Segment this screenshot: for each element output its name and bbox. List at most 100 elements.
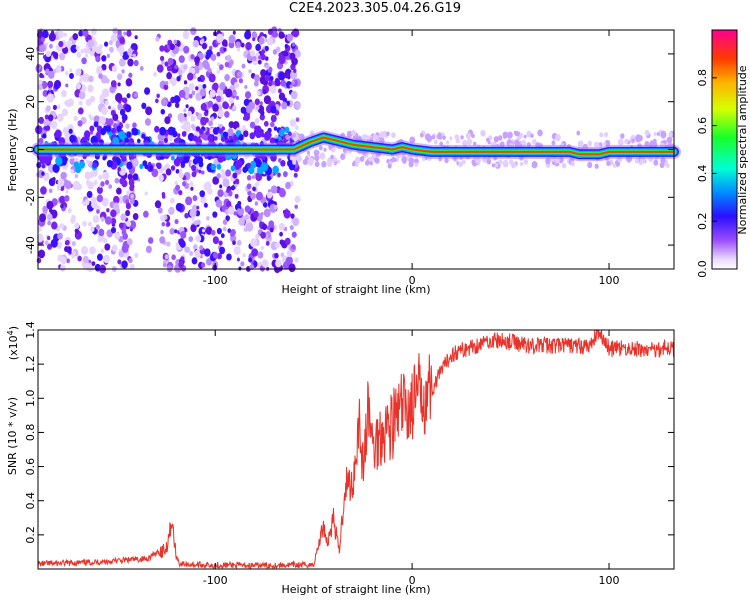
spectrogram-cell <box>234 178 240 184</box>
spectrogram-cell <box>503 161 509 168</box>
spectrogram-cell <box>101 55 107 62</box>
spectrogram-cell <box>82 255 89 264</box>
spectrogram-cell <box>71 214 76 221</box>
spectrogram-cell <box>291 244 296 250</box>
spectrogram-cell <box>102 155 107 161</box>
spectrogram-cell <box>266 225 271 231</box>
spectrogram-cell <box>47 220 52 226</box>
spectrogram-cell <box>419 132 424 138</box>
spectrogram-cell <box>52 51 59 59</box>
spectrogram-cell <box>261 223 268 231</box>
spectrogram-cell <box>216 173 221 179</box>
spectrogram-cell <box>111 244 118 252</box>
spectrogram-cell <box>219 64 224 70</box>
spectrogram-cell <box>222 131 229 139</box>
spectrogram-cell <box>177 69 183 76</box>
spectrogram-cell <box>121 244 129 253</box>
spectrogram-cell <box>216 163 222 170</box>
spectrogram-cell <box>185 104 189 109</box>
spectrogram-cell <box>148 165 153 171</box>
spectrogram-cell <box>293 68 297 74</box>
spectrogram-cell <box>269 75 274 81</box>
spectrogram-cell <box>192 125 197 131</box>
spectrogram-cell <box>166 241 171 247</box>
spectrogram-cell <box>110 227 117 234</box>
spectrogram-cell <box>165 81 169 86</box>
spectrogram-cell <box>285 134 290 141</box>
spectrogram-cell <box>117 166 122 172</box>
spectrogram-cell <box>223 47 227 52</box>
spectrogram-cell <box>286 250 293 258</box>
spectrogram-cell <box>294 204 298 209</box>
spectrogram-cell <box>183 123 191 133</box>
spectrogram-x-label: Height of straight line (km) <box>281 283 430 296</box>
spectrogram-cell <box>255 172 263 182</box>
spectrogram-cell <box>523 134 527 139</box>
spectrogram-cell <box>191 216 195 221</box>
spectrogram-cell <box>173 39 178 45</box>
spectrogram-cell <box>129 185 135 192</box>
y-tick-label: -40 <box>24 236 37 254</box>
spectrogram-cell <box>259 113 265 121</box>
spectrogram-cell <box>258 37 265 45</box>
spectrogram-cell <box>660 130 667 138</box>
spectrogram-cell <box>216 69 220 74</box>
spectrogram-cell <box>82 220 87 227</box>
colorbar-tick-label: 0.6 <box>696 117 709 135</box>
colorbar-tick-label: 0.8 <box>696 69 709 87</box>
spectrogram-cell <box>155 162 160 168</box>
spectrogram-cell <box>260 212 264 216</box>
spectrogram-cell <box>246 183 252 190</box>
spectrogram-cell <box>181 130 187 137</box>
x-tick-label: -100 <box>203 574 228 587</box>
spectrogram-cell <box>159 236 166 244</box>
spectrogram-cell <box>155 36 160 42</box>
spectrogram-cell <box>462 139 468 147</box>
spectrogram-cell <box>134 252 139 258</box>
spectrogram-cell <box>502 134 507 140</box>
spectrogram-cell <box>326 160 333 167</box>
spectrogram-cell <box>288 263 296 273</box>
spectrogram-cell <box>268 220 275 228</box>
spectrogram-cell <box>232 172 238 179</box>
y-tick-label: 1.4 <box>24 321 37 339</box>
spectrogram-cell <box>179 168 183 173</box>
spectrogram-cell <box>47 80 54 89</box>
spectrogram-cell <box>226 253 232 261</box>
spectrogram-cell <box>372 153 377 159</box>
spectrogram-cell <box>103 254 111 264</box>
spectrogram-cell <box>433 139 438 145</box>
spectrogram-cell <box>144 87 151 95</box>
spectrogram-cell <box>90 226 95 233</box>
spectrogram-cell <box>192 195 198 202</box>
spectrogram-cell <box>215 199 223 208</box>
snr-ticks: -100 0 100 0.2 0.4 0.6 0.8 1.0 1.2 1.4 <box>24 321 674 587</box>
spectrogram-cell <box>101 63 107 71</box>
spectrogram-cell <box>37 79 43 86</box>
spectrogram-cell <box>291 42 296 47</box>
spectrogram-cell <box>164 61 169 67</box>
spectrogram-cell <box>119 37 125 45</box>
spectrogram-cell <box>77 107 84 115</box>
spectrogram-cell <box>125 202 132 210</box>
spectrogram-cell <box>205 54 210 60</box>
spectrogram-cell <box>108 184 113 189</box>
spectrogram-cell <box>171 254 176 261</box>
spectrogram-cell <box>46 200 54 210</box>
spectrogram-cell <box>42 205 48 213</box>
spectrogram-cell <box>224 74 230 82</box>
spectrogram-cell <box>280 159 286 167</box>
spectrogram-cell <box>108 105 112 110</box>
spectrogram-cell <box>190 224 197 233</box>
spectrogram-cell <box>171 127 176 133</box>
spectrogram-cell <box>252 37 256 42</box>
spectrogram-cell <box>164 254 169 260</box>
x-tick-label: -100 <box>203 274 228 287</box>
spectrogram-cell <box>273 126 278 131</box>
spectrogram-cell <box>190 54 195 60</box>
spectrogram-cell <box>46 213 53 221</box>
spectrogram-cell <box>255 43 262 52</box>
spectrogram-cell <box>480 129 486 137</box>
spectrogram-cell <box>291 80 296 85</box>
spectrogram-cell <box>115 92 123 103</box>
